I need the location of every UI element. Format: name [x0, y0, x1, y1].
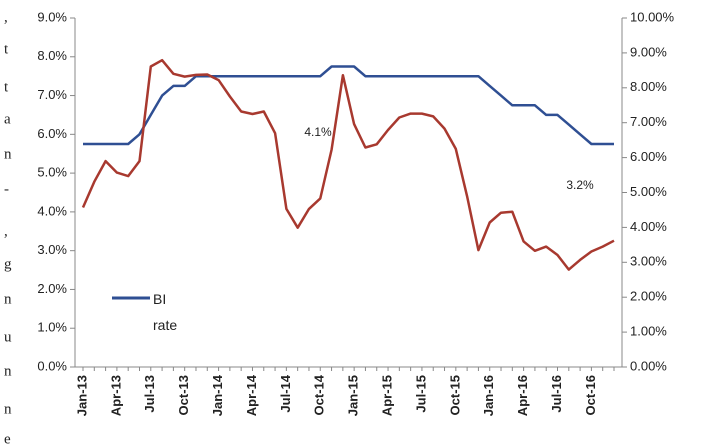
- annotation: 4.1%: [304, 125, 332, 139]
- y2-tick-label: 8.00%: [630, 79, 667, 94]
- margin-text: e: [4, 431, 11, 446]
- x-tick-label: Oct-15: [447, 375, 462, 415]
- margin-text: n: [4, 146, 12, 162]
- x-tick-label: Apr-14: [244, 374, 259, 416]
- margin-text: ,: [4, 9, 8, 25]
- y2-tick-label: 2.00%: [630, 289, 667, 304]
- y2-tick-label: 0.00%: [630, 358, 667, 373]
- y2-tick-label: 10.00%: [630, 9, 675, 24]
- y2-tick-label: 6.00%: [630, 149, 667, 164]
- margin-text: t: [4, 79, 9, 95]
- y-tick-label: 8.0%: [37, 48, 67, 63]
- margin-text: n: [4, 291, 12, 307]
- y-tick-label: 5.0%: [37, 165, 67, 180]
- x-tick-label: Oct-14: [312, 374, 327, 415]
- annotation: 3.2%: [566, 178, 594, 192]
- legend-label: BI rate: [153, 291, 178, 333]
- x-tick-label: Apr-13: [108, 375, 123, 416]
- margin-text: n: [4, 401, 12, 417]
- series-line: [83, 65, 614, 146]
- x-tick-label: Jul-16: [549, 375, 564, 413]
- margin-text: a: [4, 111, 11, 127]
- y-tick-label: 7.0%: [37, 87, 67, 102]
- x-tick-label: Jan-16: [481, 375, 496, 416]
- y-tick-label: 1.0%: [37, 320, 67, 335]
- y-tick-label: 9.0%: [37, 9, 67, 24]
- x-tick-label: Oct-13: [176, 375, 191, 415]
- x-tick-label: Jul-14: [278, 374, 293, 412]
- margin-text: n: [4, 363, 12, 379]
- y-tick-label: 2.0%: [37, 281, 67, 296]
- margin-text: u: [4, 329, 12, 345]
- y2-tick-label: 5.00%: [630, 184, 667, 199]
- margin-text: ,: [4, 223, 8, 239]
- y-tick-label: 0.0%: [37, 358, 67, 373]
- x-tick-label: Jan-15: [346, 375, 361, 416]
- y-tick-label: 4.0%: [37, 203, 67, 218]
- x-tick-label: Jan-13: [74, 375, 89, 416]
- margin-text: -: [4, 181, 9, 197]
- margin-text: t: [4, 41, 9, 57]
- x-tick-label: Apr-16: [515, 375, 530, 416]
- x-tick-label: Jul-15: [413, 375, 428, 413]
- y2-tick-label: 1.00%: [630, 324, 667, 339]
- y-tick-label: 6.0%: [37, 126, 67, 141]
- x-tick-label: Oct-16: [583, 375, 598, 415]
- series-line: [81, 58, 615, 271]
- x-tick-label: Jul-13: [142, 375, 157, 413]
- y2-tick-label: 7.00%: [630, 114, 667, 129]
- y-tick-label: 3.0%: [37, 242, 67, 257]
- y2-tick-label: 9.00%: [630, 44, 667, 59]
- y2-tick-label: 3.00%: [630, 254, 667, 269]
- y2-tick-label: 4.00%: [630, 219, 667, 234]
- x-tick-label: Jan-14: [210, 374, 225, 416]
- margin-text: g: [4, 256, 12, 272]
- x-tick-label: Apr-15: [379, 375, 394, 416]
